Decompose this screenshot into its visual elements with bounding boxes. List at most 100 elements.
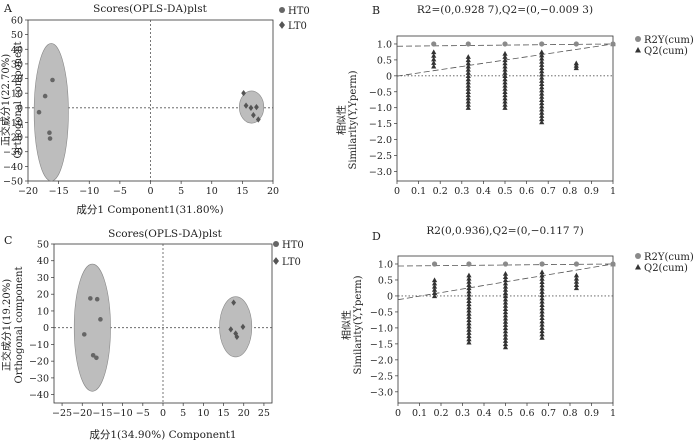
legend-marker-triangle <box>635 47 641 53</box>
ht0-point <box>94 296 100 302</box>
x-tick-label: 1 <box>610 186 616 197</box>
x-tick-label: −15 <box>49 186 69 197</box>
x-tick-label: 0.3 <box>455 408 470 419</box>
q2-point <box>466 339 472 345</box>
q2-point <box>539 55 545 61</box>
q2-point <box>466 294 472 300</box>
q2-point <box>573 282 580 287</box>
y-tick-label: 0.5 <box>377 55 392 66</box>
q2-point <box>502 325 509 331</box>
q2-point <box>539 109 545 115</box>
q2-point <box>431 293 438 299</box>
q2-point <box>539 116 545 122</box>
q2-point <box>502 318 509 324</box>
x-tick-label: 0.1 <box>412 408 427 419</box>
q2-point <box>539 100 545 106</box>
r2-point <box>431 261 438 267</box>
q2-point <box>539 311 545 317</box>
chart-title: R2=(0,0.928 7),Q2=(0,−0.009 3) <box>417 4 593 16</box>
q2-point <box>502 283 509 289</box>
q2-point <box>502 50 508 56</box>
q2-point <box>466 304 472 310</box>
x-tick-label: 0.7 <box>541 186 556 197</box>
q2-point <box>502 274 509 279</box>
x-tick-label: −20 <box>72 408 92 419</box>
q2-point <box>502 315 509 321</box>
q2-point <box>466 320 472 326</box>
x-tick-label: 0.1 <box>411 186 426 197</box>
x-tick-label: −5 <box>113 186 127 197</box>
ht0-point <box>47 130 52 135</box>
panel-b: B R2=(0,0.928 7),Q2=(0,−0.009 3) 0 0.1 0.2 0.… <box>335 4 694 197</box>
q2-point <box>502 341 509 347</box>
q2-point <box>539 103 545 109</box>
y-tick-label: 1.0 <box>378 259 393 270</box>
panel-d: D R2(0,0.936),Q2=(0,−0.117 7) 0 0.1 0.2 0.3 0.… <box>340 225 694 419</box>
q2-point <box>502 338 509 343</box>
q2-point <box>466 333 472 339</box>
q2-point <box>502 322 509 327</box>
q2-point <box>466 298 472 303</box>
y-tick-label: 40 <box>37 256 49 267</box>
chart-title: R2(0,0.936),Q2=(0,−0.117 7) <box>426 225 583 237</box>
y-tick-label: 0 <box>386 71 392 82</box>
ht0-point <box>36 109 42 115</box>
q2-point <box>502 331 509 337</box>
q2-point <box>431 49 437 55</box>
y-tick-label: −1.0 <box>370 323 393 334</box>
q2-point <box>502 290 509 295</box>
q2-point <box>431 52 437 58</box>
q2-point <box>465 76 471 82</box>
q2-point <box>502 66 508 72</box>
r2-point <box>466 261 472 267</box>
y-tick-label: −1.5 <box>369 119 392 130</box>
q2-point <box>465 79 471 85</box>
y-tick-label: −3.0 <box>369 167 392 178</box>
q2-point <box>573 285 580 291</box>
r2-point <box>573 41 579 47</box>
ht0-point <box>42 93 48 99</box>
q2-point <box>502 95 508 101</box>
q2-point <box>502 280 509 286</box>
q2-point <box>431 283 438 289</box>
y-tick-label: −10 <box>3 118 23 129</box>
r2-point <box>610 261 616 267</box>
q2-point <box>502 60 508 66</box>
q2-point <box>502 98 508 104</box>
x-tick-label: 10 <box>206 186 218 197</box>
x-tick-label: 0.8 <box>562 186 577 197</box>
q2-point <box>539 325 545 330</box>
q2-point <box>431 60 437 65</box>
lt0-point <box>254 103 259 111</box>
x-tick-label: 0.7 <box>541 408 556 419</box>
lt0-point <box>241 90 246 97</box>
ht0-point <box>81 332 87 337</box>
x-tick-label: 20 <box>267 186 279 197</box>
q2-point <box>465 82 471 88</box>
lt0-point <box>234 333 240 341</box>
q2-point <box>465 85 471 91</box>
q2-point <box>539 90 545 96</box>
q2-point <box>539 58 545 64</box>
q2-point <box>502 312 509 318</box>
q2-point <box>502 92 508 98</box>
y-axis-label-cn: 相似性 <box>340 310 353 340</box>
x-tick-label: 0.4 <box>476 186 491 197</box>
legend-marker-circle <box>635 253 641 259</box>
q2-point <box>539 84 545 90</box>
q2-point <box>502 293 509 299</box>
x-tick-label: 0.5 <box>498 408 513 419</box>
x-tick-label: −5 <box>136 408 150 419</box>
y-tick-label: 1.0 <box>377 39 392 50</box>
q2-point <box>539 49 545 55</box>
q2-point <box>502 286 509 292</box>
lt0-ellipse <box>219 296 253 358</box>
q2-point <box>539 308 545 314</box>
panel-a: A Scores(OPLS-DA)plst−20 −15 −10 −5 0 5 10 15 20−… <box>0 2 310 216</box>
y-axis-label-cn: 正交成分1(19.20%) <box>0 279 13 371</box>
ht0-point <box>88 296 93 301</box>
y-tick-label: 50 <box>37 240 49 251</box>
x-tick-label: 0.2 <box>433 186 448 197</box>
y-tick-label: −2.5 <box>370 371 393 382</box>
x-tick-label: 0.6 <box>519 408 534 419</box>
